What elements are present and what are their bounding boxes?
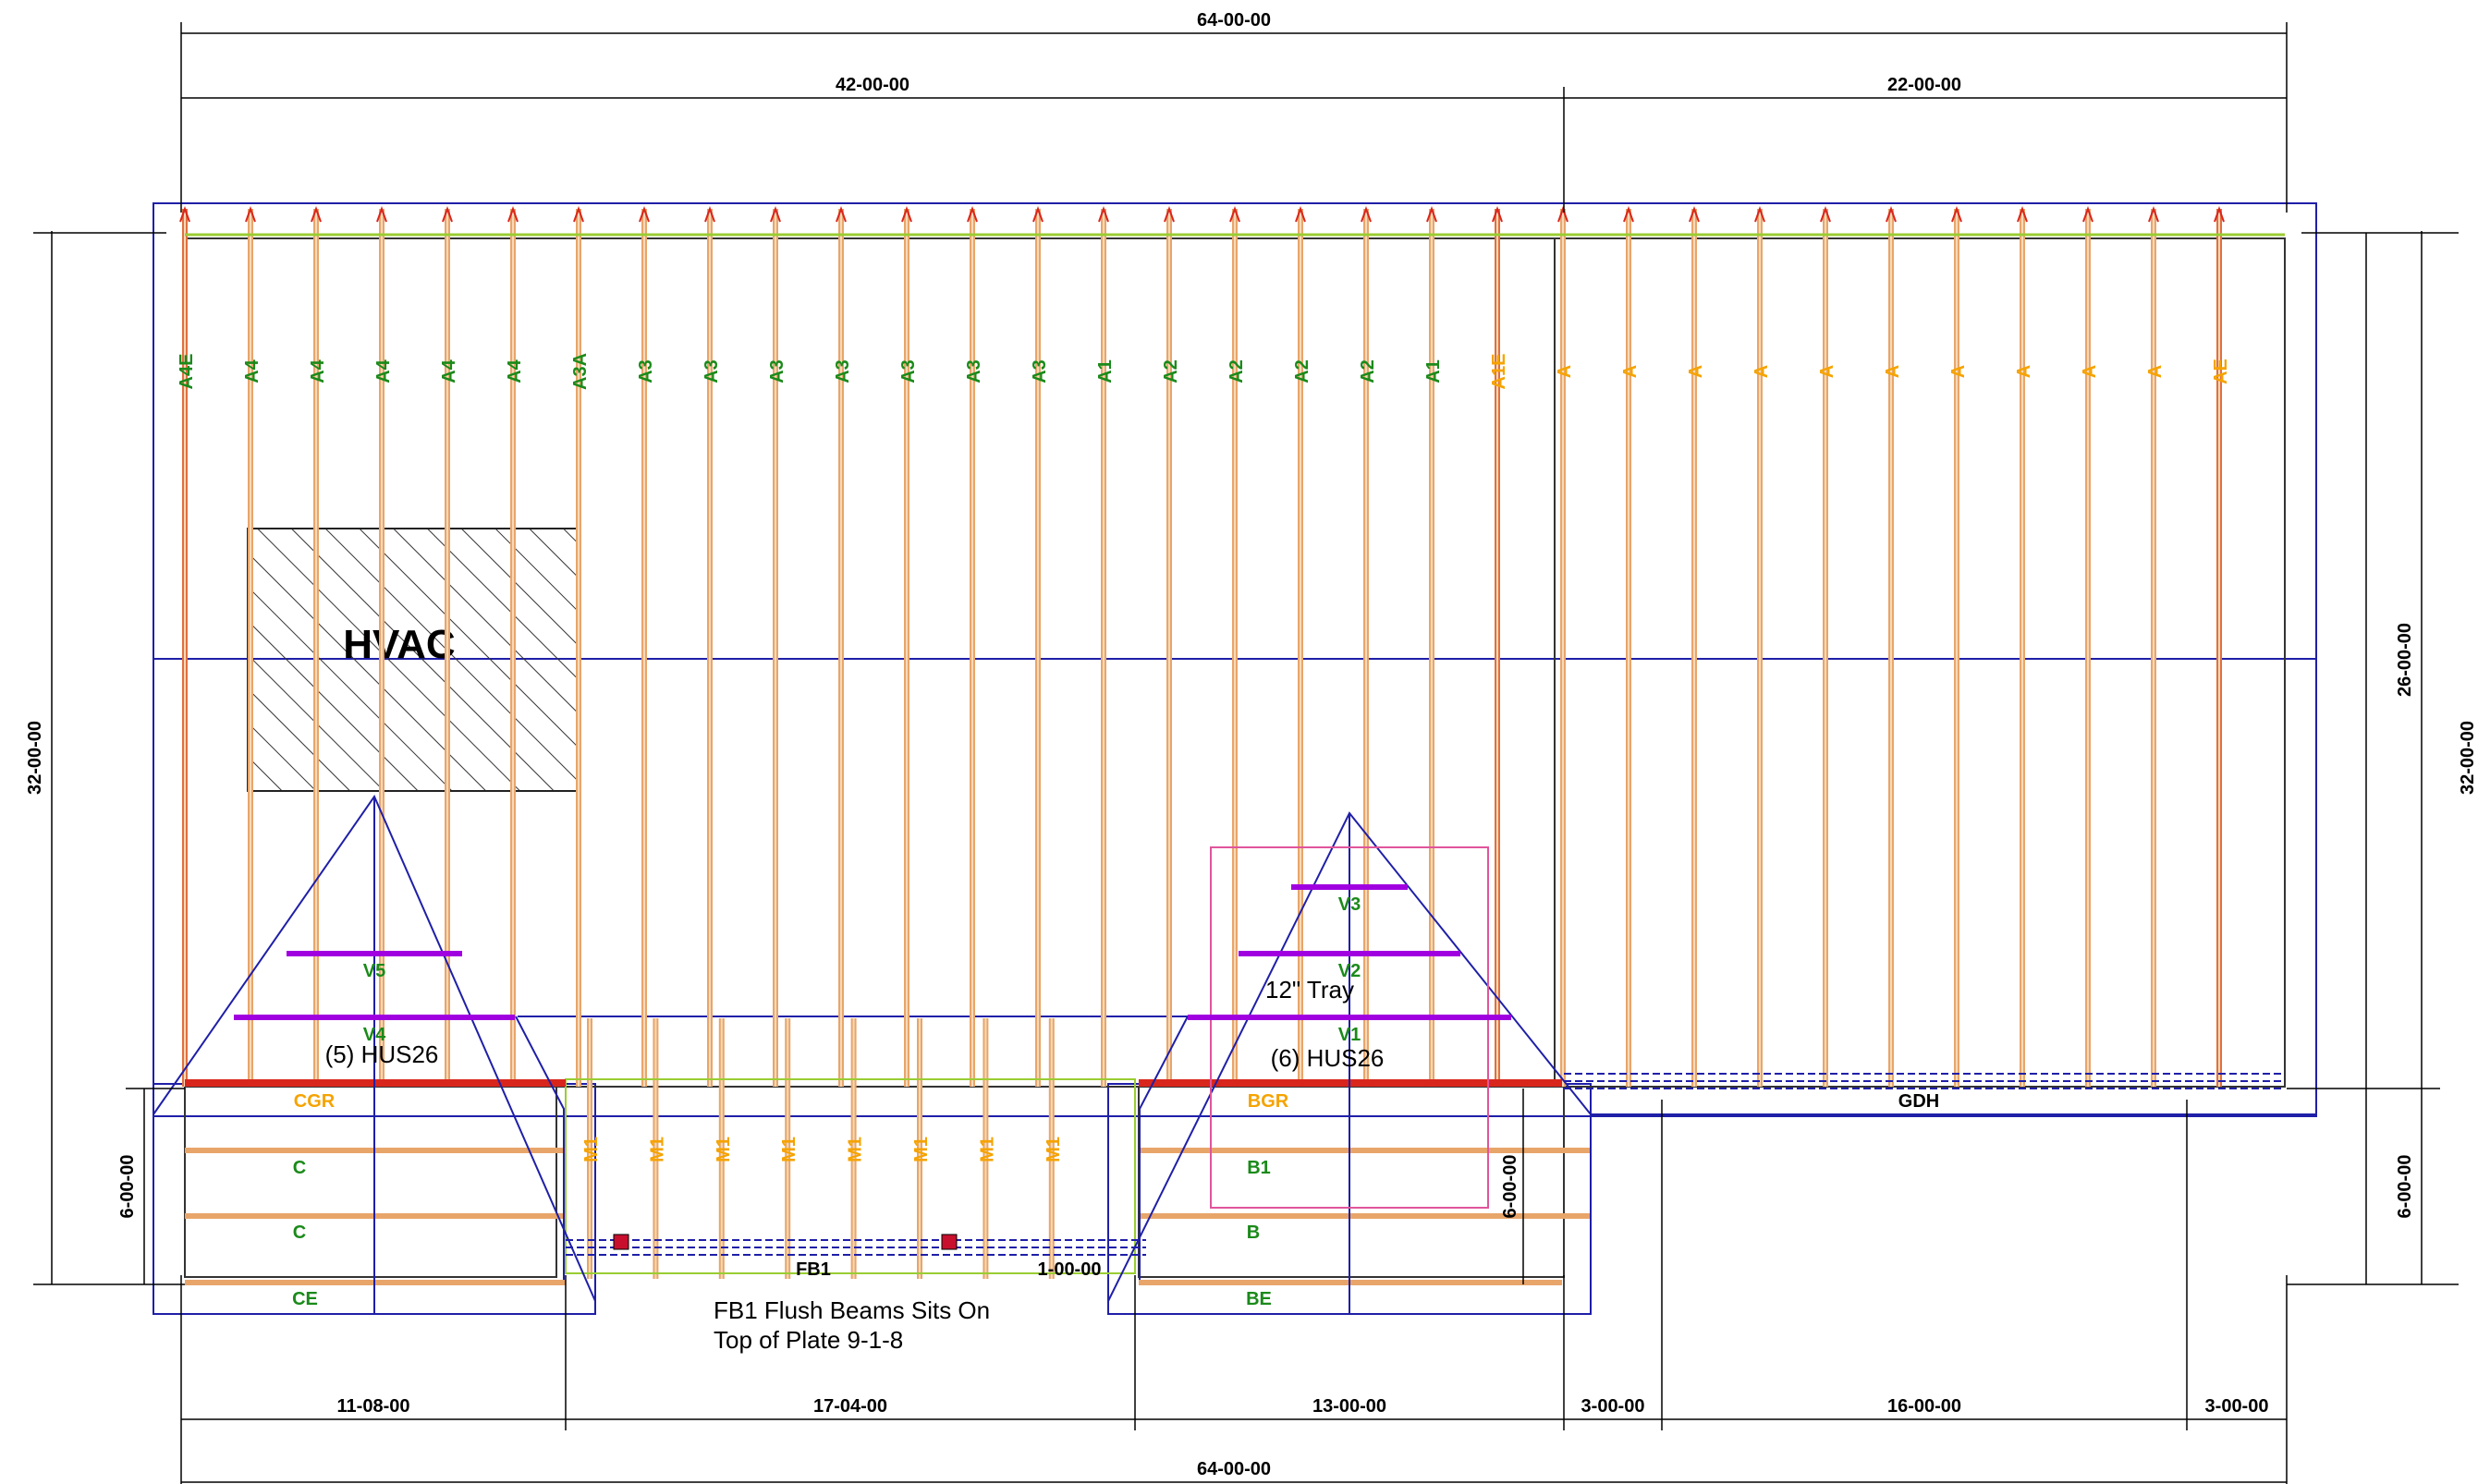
truss-label-11: A3 <box>833 359 853 383</box>
mid-truss-label-4: M1 <box>779 1137 799 1162</box>
mid-truss-label-5: M1 <box>846 1137 866 1162</box>
label-c2: C <box>293 1222 306 1243</box>
truss-label-13: A3 <box>964 359 984 383</box>
hvac-label: HVAC <box>343 622 455 667</box>
main-truss-labels: A4E A4 A4 A4 A4 A4 A3A A3 A3 A3 A3 A3 A3 A3 A1 A2 A2 A2 A2… <box>177 353 2231 390</box>
truss-label-22: A <box>1555 365 1575 378</box>
garage-door-header: GDH <box>1564 1074 2316 1114</box>
hvac-zone: HVAC <box>248 529 580 791</box>
fb1-note-line2: Top of Plate 9-1-8 <box>714 1326 903 1354</box>
dim-beam-offset-text: 1-00-00 <box>1038 1259 1102 1280</box>
middle-truss-labels: M1 M1 M1 M1 M1 M1 M1 M1 <box>581 1137 1064 1162</box>
dim-left-bump-text: 6-00-00 <box>117 1155 138 1219</box>
truss-label-2: A4 <box>242 359 262 383</box>
label-v1: V1 <box>1338 1025 1361 1045</box>
label-v5: V5 <box>363 961 385 981</box>
dim-right-lower-text: 6-00-00 <box>2395 1155 2415 1219</box>
truss-label-20: A1 <box>1423 359 1444 383</box>
truss-label-8: A3 <box>636 359 656 383</box>
fb1-post-right <box>942 1235 957 1249</box>
truss-label-29: A <box>2014 365 2034 378</box>
dim-left-total-text: 32-00-00 <box>25 721 45 795</box>
truss-label-1: A4E <box>177 354 197 390</box>
truss-label-7: A3A <box>570 353 591 390</box>
mid-truss-label-7: M1 <box>977 1137 997 1162</box>
truss-label-21: A1E <box>1489 354 1509 390</box>
dim-bottom-total-text: 64-00-00 <box>1197 1459 1271 1479</box>
truss-label-14: A3 <box>1030 359 1050 383</box>
dim-bottom-seg-1: 11-08-00 <box>337 1396 410 1417</box>
dim-top-right-text: 22-00-00 <box>1887 75 1961 95</box>
truss-label-3: A4 <box>308 359 328 383</box>
hangers-right-note: (6) HUS26 <box>1271 1044 1385 1072</box>
truss-label-24: A <box>1686 365 1706 378</box>
label-be: BE <box>1246 1289 1272 1309</box>
label-bgr: BGR <box>1248 1091 1289 1112</box>
label-gdh: GDH <box>1898 1091 1939 1112</box>
truss-label-25: A <box>1752 365 1772 378</box>
dim-right-total-text: 32-00-00 <box>2458 721 2478 795</box>
truss-label-19: A2 <box>1358 359 1378 383</box>
label-c1: C <box>293 1158 306 1178</box>
dim-top-left-text: 42-00-00 <box>836 75 909 95</box>
truss-label-15: A1 <box>1095 359 1116 383</box>
truss-label-12: A3 <box>898 359 919 383</box>
truss-label-4: A4 <box>373 359 394 383</box>
truss-label-18: A2 <box>1292 359 1312 383</box>
mid-truss-label-6: M1 <box>911 1137 932 1162</box>
truss-label-28: A <box>1948 365 1969 378</box>
mid-truss-label-2: M1 <box>647 1137 667 1162</box>
mid-truss-label-3: M1 <box>714 1137 734 1162</box>
truss-label-31: A <box>2145 365 2166 378</box>
truss-label-6: A4 <box>505 359 525 383</box>
dim-bottom-seg-4: 3-00-00 <box>1581 1396 1645 1417</box>
label-b1: B1 <box>1247 1158 1271 1178</box>
truss-label-5: A4 <box>439 359 459 383</box>
dim-bottom-seg-2: 17-04-00 <box>813 1396 887 1417</box>
dim-bottom-seg-6: 3-00-00 <box>2205 1396 2269 1417</box>
label-fb1: FB1 <box>796 1259 831 1280</box>
tray-note: 12" Tray <box>1265 976 1354 1004</box>
truss-label-26: A <box>1817 365 1837 378</box>
fb1-post-left <box>614 1235 629 1249</box>
dim-inner-bump-text: 6-00-00 <box>1500 1155 1520 1219</box>
left-bump-wall <box>185 1087 556 1277</box>
hangers-left-note: (5) HUS26 <box>325 1040 439 1068</box>
label-cgr: CGR <box>294 1091 336 1112</box>
truss-label-30: A <box>2080 365 2100 378</box>
mid-truss-label-1: M1 <box>581 1137 602 1162</box>
label-b: B <box>1247 1222 1260 1243</box>
label-v3: V3 <box>1338 894 1361 915</box>
truss-label-9: A3 <box>702 359 722 383</box>
truss-label-23: A <box>1620 365 1641 378</box>
dim-top-total-text: 64-00-00 <box>1197 10 1271 30</box>
dim-bottom-seg-3: 13-00-00 <box>1312 1396 1386 1417</box>
truss-label-32: AE <box>2211 359 2231 384</box>
dim-bottom-seg-5: 16-00-00 <box>1887 1396 1961 1417</box>
mid-truss-label-8: M1 <box>1044 1137 1064 1162</box>
truss-label-17: A2 <box>1227 359 1247 383</box>
label-ce: CE <box>292 1289 318 1309</box>
dim-right-upper-text: 26-00-00 <box>2395 623 2415 697</box>
truss-label-27: A <box>1883 365 1903 378</box>
truss-label-16: A2 <box>1161 359 1181 383</box>
truss-label-10: A3 <box>767 359 787 383</box>
fb1-note-line1: FB1 Flush Beams Sits On <box>714 1296 990 1324</box>
